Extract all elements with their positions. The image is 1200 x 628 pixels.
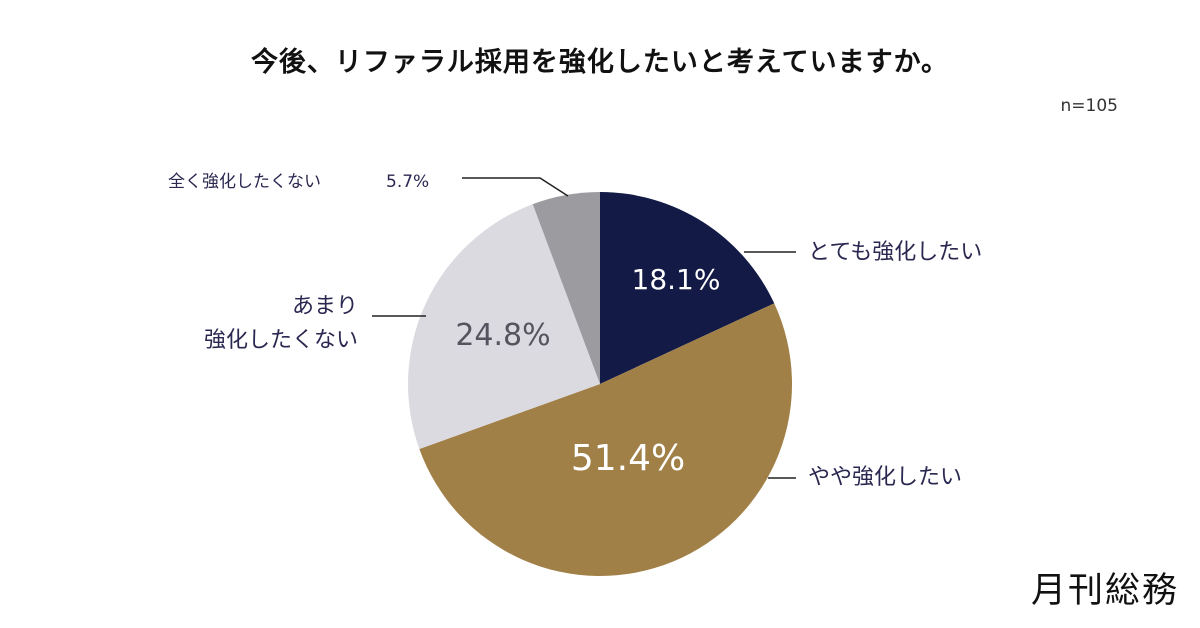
chart-title: 今後、リファラル採用を強化したいと考えていますか。: [250, 47, 950, 78]
pie-slice-not-at-all: [532, 192, 600, 384]
slice-label-very: とても強化したい: [808, 240, 982, 265]
leader-lines: [372, 177, 796, 479]
value-label-not-at-all: 5.7%: [386, 172, 429, 192]
pie-slice-not-much: [407, 204, 600, 450]
pie-slices: [407, 192, 792, 576]
pie-slice-somewhat: [419, 303, 792, 576]
slice-label-not-much-line2: 強化したくない: [204, 328, 358, 353]
slice-label-not-much-line1: あまり: [292, 294, 358, 319]
slice-labels: とても強化したい 18.1% やや強化したい 51.4% あまり 強化したくない…: [168, 172, 982, 490]
value-label-very: 18.1%: [632, 263, 721, 296]
sample-size-label: n=105: [1060, 96, 1118, 116]
pie-slice-very: [600, 192, 775, 384]
leader-line-not-at-all: [462, 177, 569, 197]
slice-label-somewhat: やや強化したい: [808, 465, 962, 490]
value-label-somewhat: 51.4%: [571, 438, 685, 479]
value-label-not-much: 24.8%: [455, 318, 550, 353]
brand-logo: 月刊総務: [1030, 571, 1179, 611]
slice-label-not-at-all: 全く強化したくない: [168, 172, 321, 192]
